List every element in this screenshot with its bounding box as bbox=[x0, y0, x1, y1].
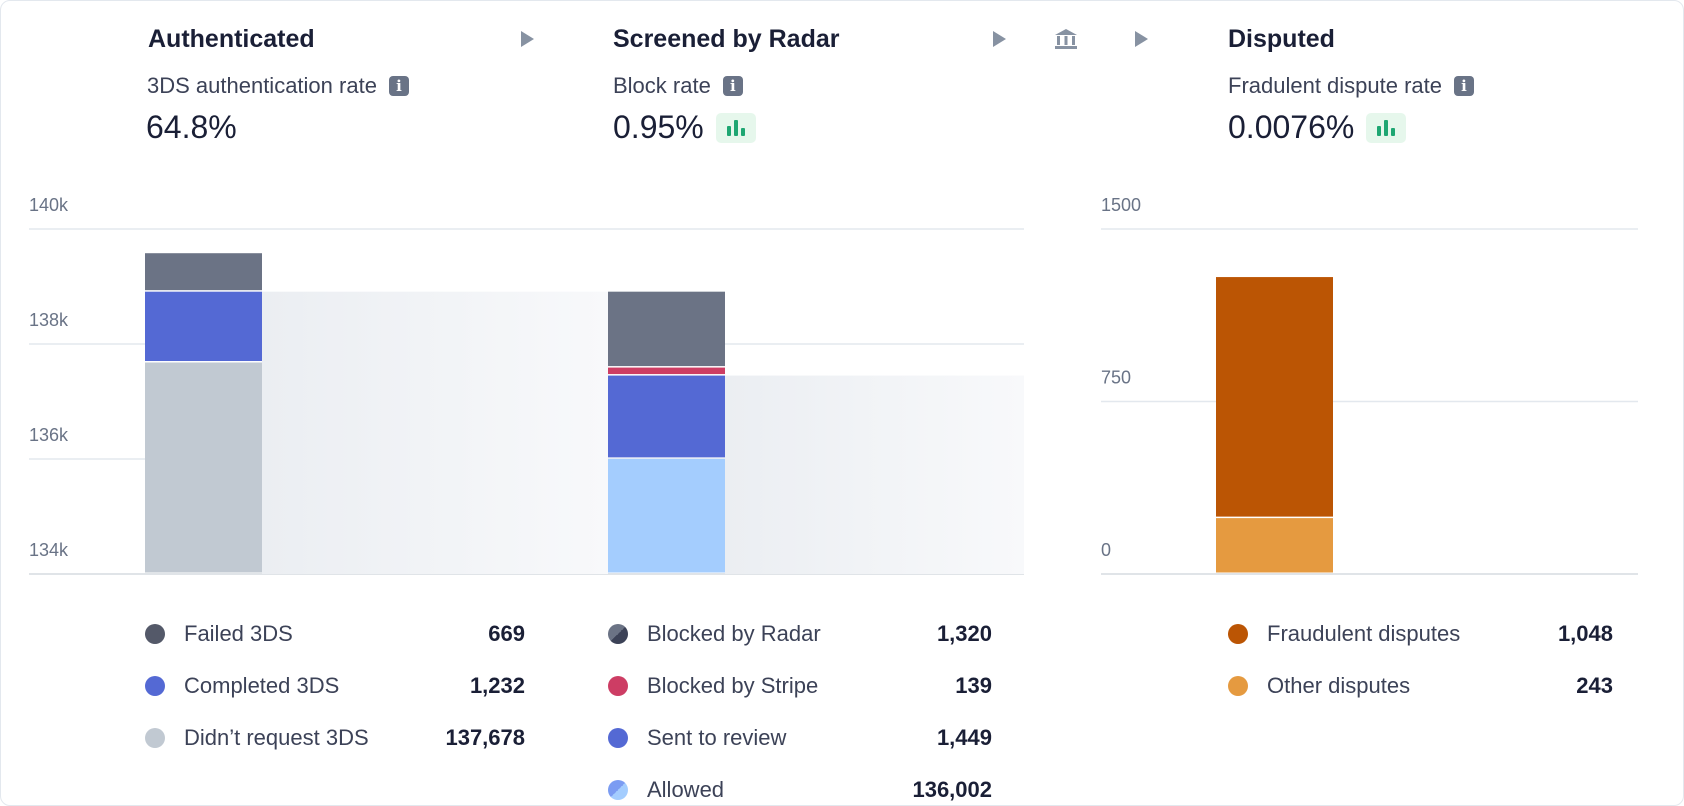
bar-segment-completed-3ds bbox=[145, 291, 262, 362]
stage-title-authenticated: Authenticated bbox=[148, 25, 315, 53]
legend-dot bbox=[608, 780, 628, 800]
legend-item-fraudulent-disputes: Fraudulent disputes 1,048 bbox=[1228, 619, 1613, 649]
legend-item-other-disputes: Other disputes 243 bbox=[1228, 671, 1613, 701]
stage-title-screened: Screened by Radar bbox=[613, 25, 840, 53]
bank-icon bbox=[1055, 29, 1077, 49]
bar-segment-failed-3ds bbox=[145, 253, 262, 291]
flow-band bbox=[725, 375, 1024, 574]
bar-chart-icon[interactable] bbox=[1366, 112, 1407, 143]
legend-value: 243 bbox=[1576, 673, 1613, 698]
metric-value-screened: 0.95% bbox=[613, 109, 756, 146]
bar-segment-blocked-by-stripe bbox=[608, 367, 725, 375]
metric-value-disputed: 0.0076% bbox=[1228, 109, 1407, 146]
legend-value: 137,678 bbox=[445, 725, 525, 750]
y-tick-label: 134k bbox=[29, 540, 69, 560]
legend-value: 1,320 bbox=[936, 621, 992, 646]
legend-value: 1,449 bbox=[936, 725, 992, 750]
y-tick-label: 0 bbox=[1101, 540, 1111, 560]
y-tick-label: 750 bbox=[1101, 368, 1131, 388]
legend-item-blocked-by-stripe: Blocked by Stripe 139 bbox=[608, 671, 992, 701]
legend-dot bbox=[1228, 676, 1248, 696]
legend-dot bbox=[608, 676, 628, 696]
metric-label-disputed: Fradulent dispute rate i bbox=[1228, 73, 1475, 99]
funnel-chart: 134k 136k 138k 140k 0 750 1500 bbox=[29, 195, 1638, 575]
legend-value: 139 bbox=[955, 673, 992, 698]
metric-value-text: 0.0076% bbox=[1228, 109, 1355, 145]
legend-label: Blocked by Radar bbox=[647, 621, 821, 646]
legend-item-allowed: Allowed 136,002 bbox=[608, 775, 992, 805]
legend-dot bbox=[145, 676, 165, 696]
legend-dot bbox=[145, 728, 165, 748]
bar-segment-other-disputes bbox=[1216, 518, 1333, 573]
legend-label: Completed 3DS bbox=[184, 673, 340, 698]
bar-segment-fraudulent-disputes bbox=[1216, 277, 1333, 517]
metric-label-text: Block rate bbox=[613, 73, 711, 98]
y-tick-label: 1500 bbox=[1101, 195, 1141, 215]
legend-label: Fraudulent disputes bbox=[1267, 621, 1461, 646]
bar-segment-sent-to-review bbox=[608, 375, 725, 458]
info-icon[interactable]: i bbox=[1454, 76, 1475, 96]
legend-label: Failed 3DS bbox=[184, 621, 293, 646]
metric-value-authenticated: 64.8% bbox=[146, 109, 237, 146]
y-tick-label: 140k bbox=[29, 195, 69, 215]
play-icon[interactable] bbox=[1135, 31, 1148, 47]
legend-dot bbox=[608, 728, 628, 748]
y-tick-label: 136k bbox=[29, 425, 69, 445]
legend-label: Allowed bbox=[647, 777, 725, 802]
info-icon[interactable]: i bbox=[388, 76, 409, 96]
legend-label: Blocked by Stripe bbox=[647, 673, 819, 698]
legend-item-blocked-by-radar: Blocked by Radar 1,320 bbox=[608, 619, 992, 649]
legend-dot bbox=[145, 624, 165, 644]
legend-value: 1,232 bbox=[469, 673, 525, 698]
metric-label-text: 3DS authentication rate bbox=[147, 73, 377, 98]
info-icon[interactable]: i bbox=[722, 76, 743, 96]
legend-item-completed-3ds: Completed 3DS 1,232 bbox=[145, 671, 525, 701]
legend-value: 1,048 bbox=[1557, 621, 1613, 646]
legend-value: 136,002 bbox=[912, 777, 992, 802]
metric-label-text: Fradulent dispute rate bbox=[1228, 73, 1443, 98]
metric-label-authenticated: 3DS authentication rate i bbox=[147, 73, 409, 99]
legend-dot bbox=[1228, 624, 1248, 644]
metric-label-screened: Block rate i bbox=[613, 73, 743, 99]
metric-value-text: 0.95% bbox=[613, 109, 704, 145]
legend-item-sent-to-review: Sent to review 1,449 bbox=[608, 723, 992, 753]
bar-segment-allowed bbox=[608, 458, 725, 573]
legend-value: 669 bbox=[488, 621, 525, 646]
legend-item-failed-3ds: Failed 3DS 669 bbox=[145, 619, 525, 649]
bar-chart-icon[interactable] bbox=[715, 112, 756, 143]
legend-label: Didn’t request 3DS bbox=[184, 725, 369, 750]
bar-segment-blocked-by-radar bbox=[608, 291, 725, 367]
legend-item-didn-t-request-3ds: Didn’t request 3DS 137,678 bbox=[145, 723, 525, 753]
legend-label: Sent to review bbox=[647, 725, 787, 750]
play-icon[interactable] bbox=[521, 31, 534, 47]
flow-band bbox=[262, 291, 608, 574]
bar-segment-didn-t-request-3ds bbox=[145, 362, 262, 573]
y-tick-label: 138k bbox=[29, 310, 69, 330]
legend-dot bbox=[608, 624, 628, 644]
play-icon[interactable] bbox=[993, 31, 1006, 47]
metric-value-text: 64.8% bbox=[146, 109, 237, 145]
stage-title-disputed: Disputed bbox=[1228, 25, 1335, 53]
legend-label: Other disputes bbox=[1267, 673, 1411, 698]
